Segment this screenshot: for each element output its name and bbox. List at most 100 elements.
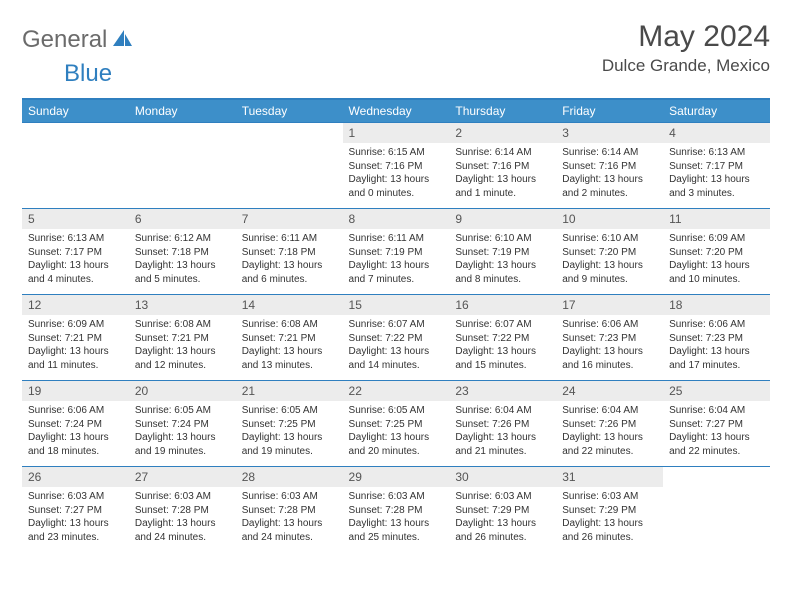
day-number: 26: [22, 467, 129, 487]
week-row: 1Sunrise: 6:15 AMSunset: 7:16 PMDaylight…: [22, 123, 770, 209]
daylight-line: Daylight: 13 hours and 13 minutes.: [242, 345, 337, 372]
sunset-line: Sunset: 7:20 PM: [562, 246, 657, 260]
daylight-line: Daylight: 13 hours and 25 minutes.: [349, 517, 444, 544]
day-number: 11: [663, 209, 770, 229]
day-cell: 19Sunrise: 6:06 AMSunset: 7:24 PMDayligh…: [22, 381, 129, 467]
sunrise-line: Sunrise: 6:08 AM: [135, 318, 230, 332]
sunset-line: Sunset: 7:19 PM: [349, 246, 444, 260]
day-cell: 30Sunrise: 6:03 AMSunset: 7:29 PMDayligh…: [449, 467, 556, 553]
sunrise-line: Sunrise: 6:06 AM: [669, 318, 764, 332]
sunrise-line: Sunrise: 6:04 AM: [669, 404, 764, 418]
day-number: 9: [449, 209, 556, 229]
sunset-line: Sunset: 7:24 PM: [135, 418, 230, 432]
day-number: 3: [556, 123, 663, 143]
dayhead-thu: Thursday: [449, 99, 556, 123]
sunrise-line: Sunrise: 6:03 AM: [242, 490, 337, 504]
day-body: Sunrise: 6:09 AMSunset: 7:20 PMDaylight:…: [663, 229, 770, 290]
sunrise-line: Sunrise: 6:14 AM: [455, 146, 550, 160]
sunset-line: Sunset: 7:19 PM: [455, 246, 550, 260]
sunrise-line: Sunrise: 6:03 AM: [28, 490, 123, 504]
day-number: 30: [449, 467, 556, 487]
day-number: 27: [129, 467, 236, 487]
day-number: 5: [22, 209, 129, 229]
sunset-line: Sunset: 7:22 PM: [349, 332, 444, 346]
dayhead-tue: Tuesday: [236, 99, 343, 123]
dayhead-sat: Saturday: [663, 99, 770, 123]
day-cell: 13Sunrise: 6:08 AMSunset: 7:21 PMDayligh…: [129, 295, 236, 381]
daylight-line: Daylight: 13 hours and 22 minutes.: [669, 431, 764, 458]
daylight-line: Daylight: 13 hours and 17 minutes.: [669, 345, 764, 372]
sunrise-line: Sunrise: 6:05 AM: [242, 404, 337, 418]
daylight-line: Daylight: 13 hours and 24 minutes.: [242, 517, 337, 544]
sunrise-line: Sunrise: 6:13 AM: [28, 232, 123, 246]
sunrise-line: Sunrise: 6:05 AM: [135, 404, 230, 418]
logo-sail-icon: [111, 28, 133, 53]
day-number: [663, 467, 770, 487]
daylight-line: Daylight: 13 hours and 0 minutes.: [349, 173, 444, 200]
day-body: Sunrise: 6:13 AMSunset: 7:17 PMDaylight:…: [22, 229, 129, 290]
day-body: Sunrise: 6:06 AMSunset: 7:23 PMDaylight:…: [556, 315, 663, 376]
day-body: Sunrise: 6:14 AMSunset: 7:16 PMDaylight:…: [449, 143, 556, 204]
sunset-line: Sunset: 7:27 PM: [28, 504, 123, 518]
sunrise-line: Sunrise: 6:03 AM: [135, 490, 230, 504]
day-body: Sunrise: 6:15 AMSunset: 7:16 PMDaylight:…: [343, 143, 450, 204]
sunset-line: Sunset: 7:21 PM: [28, 332, 123, 346]
sunrise-line: Sunrise: 6:11 AM: [349, 232, 444, 246]
day-number: 2: [449, 123, 556, 143]
daylight-line: Daylight: 13 hours and 22 minutes.: [562, 431, 657, 458]
day-body: Sunrise: 6:03 AMSunset: 7:29 PMDaylight:…: [449, 487, 556, 548]
sunrise-line: Sunrise: 6:10 AM: [455, 232, 550, 246]
sunset-line: Sunset: 7:18 PM: [242, 246, 337, 260]
day-cell: 23Sunrise: 6:04 AMSunset: 7:26 PMDayligh…: [449, 381, 556, 467]
day-cell: 11Sunrise: 6:09 AMSunset: 7:20 PMDayligh…: [663, 209, 770, 295]
week-row: 26Sunrise: 6:03 AMSunset: 7:27 PMDayligh…: [22, 467, 770, 553]
sunrise-line: Sunrise: 6:09 AM: [28, 318, 123, 332]
sunset-line: Sunset: 7:28 PM: [242, 504, 337, 518]
sunrise-line: Sunrise: 6:07 AM: [455, 318, 550, 332]
day-body: Sunrise: 6:07 AMSunset: 7:22 PMDaylight:…: [449, 315, 556, 376]
day-body: Sunrise: 6:05 AMSunset: 7:25 PMDaylight:…: [236, 401, 343, 462]
day-number: 12: [22, 295, 129, 315]
day-body: Sunrise: 6:05 AMSunset: 7:25 PMDaylight:…: [343, 401, 450, 462]
daylight-line: Daylight: 13 hours and 23 minutes.: [28, 517, 123, 544]
sunrise-line: Sunrise: 6:15 AM: [349, 146, 444, 160]
sunset-line: Sunset: 7:16 PM: [349, 160, 444, 174]
day-number: 31: [556, 467, 663, 487]
day-cell: [22, 123, 129, 209]
week-row: 19Sunrise: 6:06 AMSunset: 7:24 PMDayligh…: [22, 381, 770, 467]
day-number: 7: [236, 209, 343, 229]
daylight-line: Daylight: 13 hours and 5 minutes.: [135, 259, 230, 286]
daylight-line: Daylight: 13 hours and 9 minutes.: [562, 259, 657, 286]
sunset-line: Sunset: 7:29 PM: [562, 504, 657, 518]
sunrise-line: Sunrise: 6:06 AM: [28, 404, 123, 418]
daylight-line: Daylight: 13 hours and 19 minutes.: [135, 431, 230, 458]
sunset-line: Sunset: 7:18 PM: [135, 246, 230, 260]
sunrise-line: Sunrise: 6:10 AM: [562, 232, 657, 246]
daylight-line: Daylight: 13 hours and 19 minutes.: [242, 431, 337, 458]
sunset-line: Sunset: 7:20 PM: [669, 246, 764, 260]
day-cell: 29Sunrise: 6:03 AMSunset: 7:28 PMDayligh…: [343, 467, 450, 553]
day-number: [236, 123, 343, 143]
sunset-line: Sunset: 7:25 PM: [242, 418, 337, 432]
day-number: [22, 123, 129, 143]
sunset-line: Sunset: 7:25 PM: [349, 418, 444, 432]
day-number: 25: [663, 381, 770, 401]
daylight-line: Daylight: 13 hours and 2 minutes.: [562, 173, 657, 200]
sunrise-line: Sunrise: 6:05 AM: [349, 404, 444, 418]
day-body: Sunrise: 6:13 AMSunset: 7:17 PMDaylight:…: [663, 143, 770, 204]
day-body: Sunrise: 6:11 AMSunset: 7:18 PMDaylight:…: [236, 229, 343, 290]
day-body: Sunrise: 6:06 AMSunset: 7:24 PMDaylight:…: [22, 401, 129, 462]
sunset-line: Sunset: 7:16 PM: [455, 160, 550, 174]
day-body: Sunrise: 6:08 AMSunset: 7:21 PMDaylight:…: [236, 315, 343, 376]
day-number: 22: [343, 381, 450, 401]
sunset-line: Sunset: 7:28 PM: [349, 504, 444, 518]
day-cell: 1Sunrise: 6:15 AMSunset: 7:16 PMDaylight…: [343, 123, 450, 209]
day-cell: 5Sunrise: 6:13 AMSunset: 7:17 PMDaylight…: [22, 209, 129, 295]
sunrise-line: Sunrise: 6:07 AM: [349, 318, 444, 332]
day-cell: 6Sunrise: 6:12 AMSunset: 7:18 PMDaylight…: [129, 209, 236, 295]
day-cell: 22Sunrise: 6:05 AMSunset: 7:25 PMDayligh…: [343, 381, 450, 467]
sunrise-line: Sunrise: 6:04 AM: [455, 404, 550, 418]
sunset-line: Sunset: 7:24 PM: [28, 418, 123, 432]
day-number: 16: [449, 295, 556, 315]
dayhead-sun: Sunday: [22, 99, 129, 123]
